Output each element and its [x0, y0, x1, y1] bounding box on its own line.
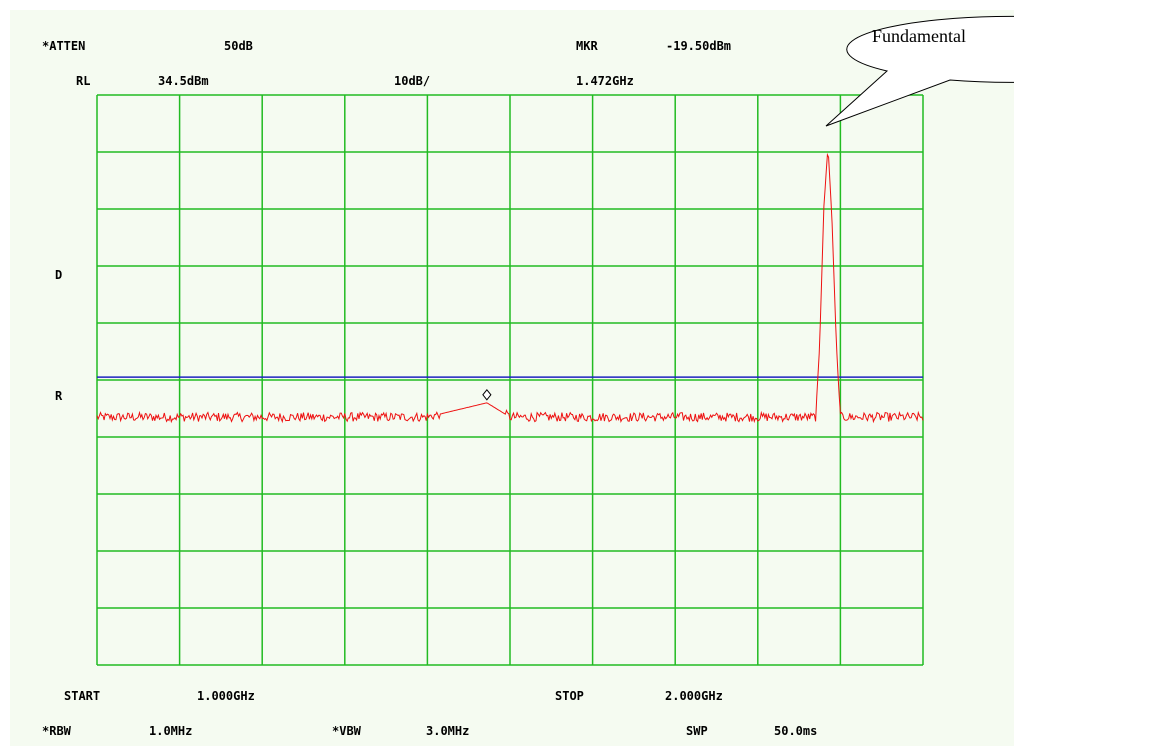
stop-value: 2.000GHz — [665, 689, 723, 703]
atten-label: *ATTEN — [42, 39, 85, 53]
stop-label: STOP — [555, 689, 584, 703]
scale-label: 10dB/ — [394, 74, 430, 88]
atten-value: 50dB — [224, 39, 253, 53]
spectrum-trace — [96, 152, 924, 424]
marker-frequency: 1.472GHz — [576, 74, 634, 88]
side-label-r: R — [55, 389, 63, 403]
callout-text: Fundamental — [872, 26, 966, 46]
vbw-value: 3.0MHz — [426, 724, 469, 738]
marker-value: -19.50dBm — [666, 39, 731, 53]
marker-label: MKR — [576, 39, 598, 53]
callout-bubble — [825, 15, 1014, 127]
side-label-d: D — [55, 268, 62, 282]
rbw-label: *RBW — [42, 724, 72, 738]
vbw-label: *VBW — [332, 724, 362, 738]
start-label: START — [64, 689, 100, 703]
spectrum-display: *ATTEN 50dB MKR -19.50dBm RL 34.5dBm 10d… — [42, 15, 1014, 738]
plot-marks — [96, 152, 924, 424]
sweep-value: 50.0ms — [774, 724, 817, 738]
ref-level-value: 34.5dBm — [158, 74, 209, 88]
fundamental-callout: Fundamental — [825, 15, 1014, 127]
analyzer-screen: *ATTEN 50dB MKR -19.50dBm RL 34.5dBm 10d… — [10, 10, 1014, 746]
rbw-value: 1.0MHz — [149, 724, 192, 738]
start-value: 1.000GHz — [197, 689, 255, 703]
graticule — [96, 94, 924, 666]
marker-diamond — [482, 388, 492, 401]
sweep-label: SWP — [686, 724, 708, 738]
ref-level-label: RL — [76, 74, 90, 88]
